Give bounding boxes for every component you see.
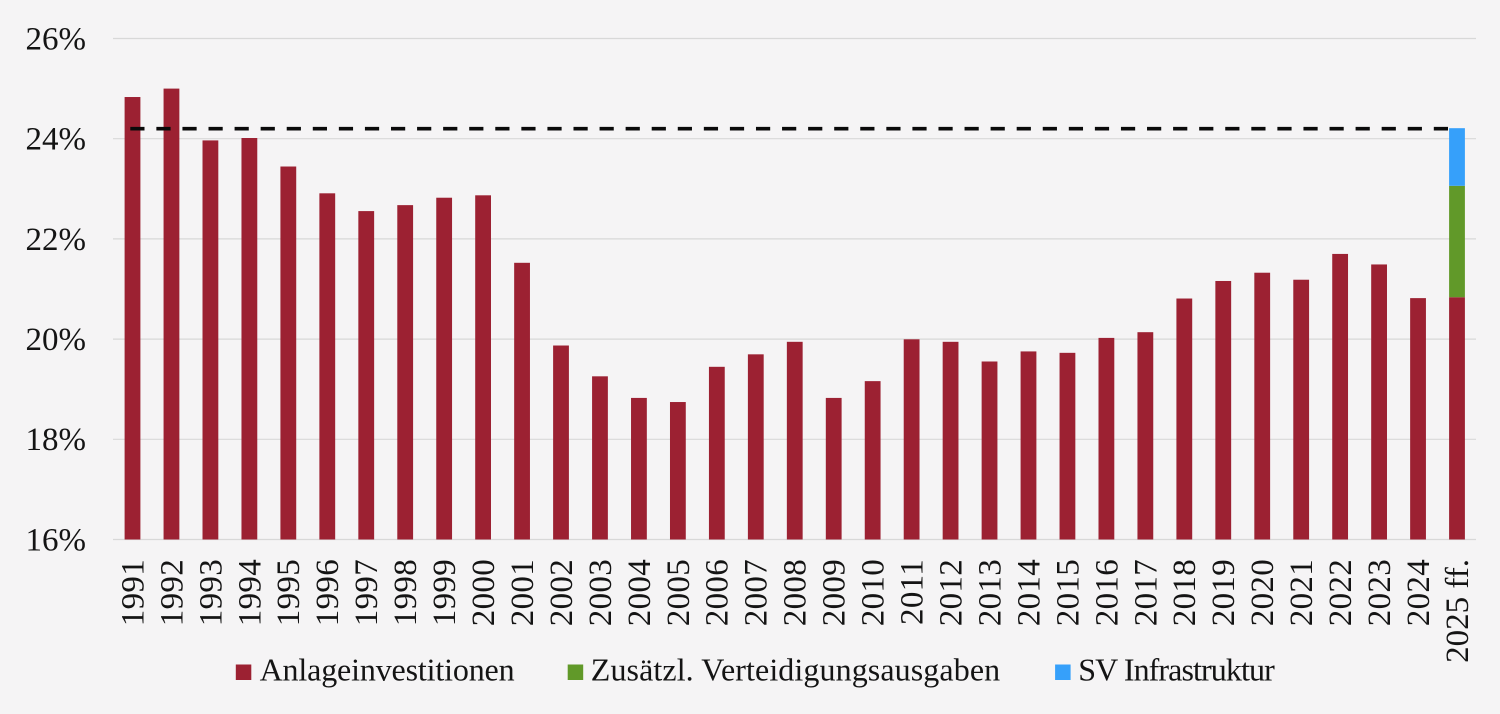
svg-text:2007: 2007 [739, 559, 775, 626]
svg-text:1996: 1996 [310, 559, 346, 626]
svg-text:1995: 1995 [271, 559, 307, 626]
svg-text:2010: 2010 [856, 559, 892, 626]
svg-text:2011: 2011 [895, 559, 931, 625]
svg-text:2003: 2003 [583, 559, 619, 626]
svg-text:16%: 16% [26, 522, 87, 558]
svg-text:1991: 1991 [115, 559, 151, 626]
svg-text:22%: 22% [26, 222, 87, 258]
svg-text:1998: 1998 [388, 559, 424, 626]
svg-text:2004: 2004 [622, 559, 658, 626]
svg-text:2008: 2008 [778, 559, 814, 626]
svg-text:2000: 2000 [466, 559, 502, 626]
svg-text:2002: 2002 [544, 559, 580, 626]
svg-text:2019: 2019 [1206, 559, 1242, 626]
svg-text:2016: 2016 [1089, 559, 1125, 626]
svg-text:2021: 2021 [1284, 559, 1320, 626]
svg-text:2006: 2006 [700, 559, 736, 626]
svg-text:1993: 1993 [193, 559, 229, 626]
svg-text:20%: 20% [26, 322, 87, 358]
svg-text:18%: 18% [26, 422, 87, 458]
svg-text:SV Infrastruktur: SV Infrastruktur [1078, 652, 1275, 688]
svg-text:26%: 26% [26, 21, 87, 57]
svg-text:2009: 2009 [817, 559, 853, 626]
svg-text:2020: 2020 [1245, 559, 1281, 626]
svg-text:Zusätzl. Verteidigungsausgaben: Zusätzl. Verteidigungsausgaben [591, 652, 1000, 688]
svg-text:2013: 2013 [972, 559, 1008, 626]
svg-text:2024: 2024 [1401, 559, 1437, 626]
svg-text:2025 ff.: 2025 ff. [1440, 559, 1476, 663]
svg-text:Anlageinvestitionen: Anlageinvestitionen [260, 652, 515, 688]
svg-text:2005: 2005 [661, 559, 697, 626]
svg-text:1999: 1999 [427, 559, 463, 626]
svg-text:24%: 24% [26, 122, 87, 158]
svg-text:2018: 2018 [1167, 559, 1203, 626]
svg-text:2001: 2001 [505, 559, 541, 626]
svg-text:2012: 2012 [933, 559, 969, 626]
svg-text:2017: 2017 [1128, 559, 1164, 626]
svg-text:2014: 2014 [1011, 559, 1047, 626]
svg-text:2022: 2022 [1323, 559, 1359, 626]
svg-text:1997: 1997 [349, 559, 385, 626]
svg-text:2015: 2015 [1050, 559, 1086, 626]
svg-text:1994: 1994 [232, 559, 268, 626]
svg-text:2023: 2023 [1362, 559, 1398, 626]
svg-text:1992: 1992 [154, 559, 190, 626]
